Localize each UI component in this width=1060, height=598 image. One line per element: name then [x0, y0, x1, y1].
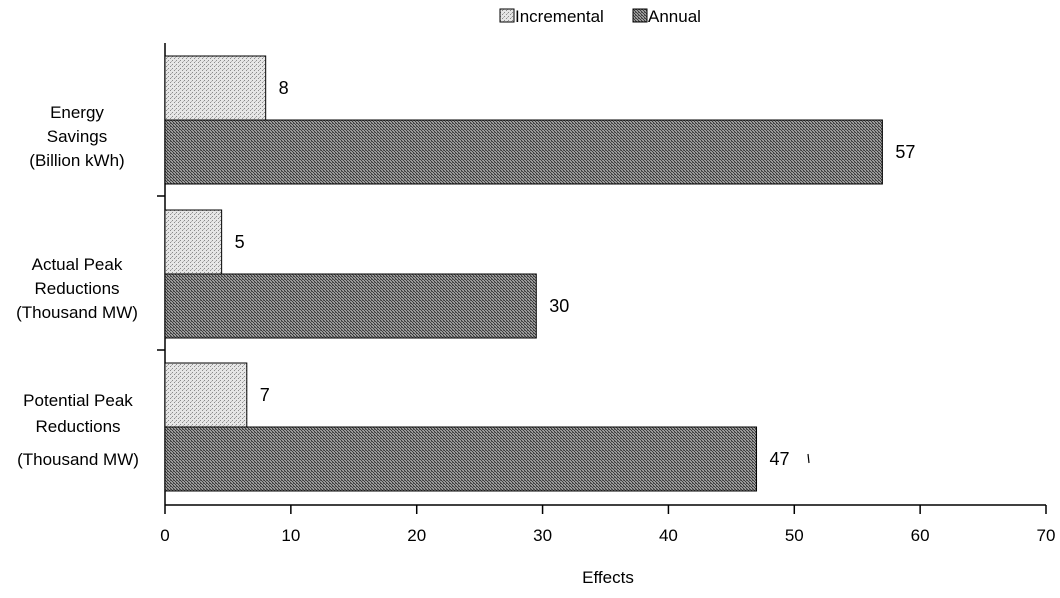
y-axis-ticks [157, 195, 165, 351]
category-label-line: Reductions [34, 279, 119, 298]
x-axis-ticks: 0 10 20 30 40 50 60 70 [160, 505, 1055, 545]
category-label-line: Energy [50, 103, 104, 122]
category-label-line: (Thousand MW) [16, 303, 138, 322]
bar-annual [164, 426, 758, 492]
legend-label-annual: Annual [648, 7, 701, 26]
bar-value-label: 47 [770, 449, 790, 469]
category-label-line: (Billion kWh) [29, 151, 124, 170]
x-tick-label: 50 [785, 526, 804, 545]
scan-mark [807, 453, 810, 464]
bar-incremental [164, 55, 267, 121]
x-tick-label: 30 [533, 526, 552, 545]
x-tick-label: 0 [160, 526, 169, 545]
category-label-line: Reductions [35, 417, 120, 436]
bar-value-label: 7 [260, 385, 270, 405]
category-label-line: Actual Peak [32, 255, 123, 274]
bar-value-label: 57 [895, 142, 915, 162]
legend-swatch-annual [632, 8, 648, 23]
bar-value-label: 5 [235, 232, 245, 252]
bar-annual [164, 119, 883, 185]
x-tick-label: 70 [1037, 526, 1056, 545]
bar-value-label: 8 [279, 78, 289, 98]
bar-value-label: 30 [549, 296, 569, 316]
bars [164, 55, 883, 492]
bar-value-labels: 8 57 5 30 7 47 [235, 78, 916, 469]
x-tick-label: 20 [407, 526, 426, 545]
bar-incremental [164, 362, 248, 428]
legend-label-incremental: Incremental [515, 7, 604, 26]
x-tick-label: 60 [911, 526, 930, 545]
legend: Incremental Annual [499, 7, 701, 26]
category-label-line: Potential Peak [23, 391, 133, 410]
category-labels: Energy Savings (Billion kWh) Actual Peak Red… [16, 103, 139, 469]
bar-annual [164, 273, 537, 339]
x-axis-title: Effects [582, 568, 634, 587]
x-tick-label: 10 [281, 526, 300, 545]
legend-swatch-incremental [499, 8, 515, 23]
bar-incremental [164, 209, 223, 275]
category-label-line: Savings [47, 127, 107, 146]
category-label-line: (Thousand MW) [17, 450, 139, 469]
x-tick-label: 40 [659, 526, 678, 545]
